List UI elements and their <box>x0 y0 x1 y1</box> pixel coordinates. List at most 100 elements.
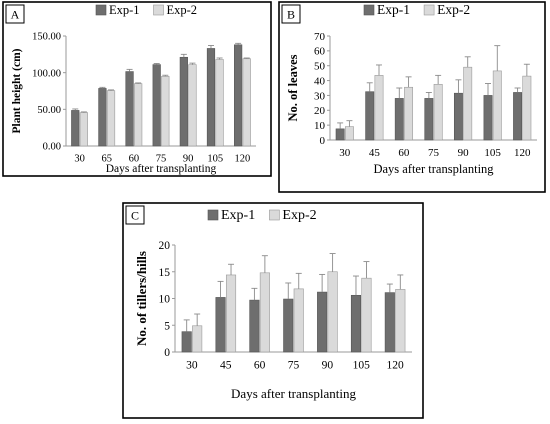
bar-exp1 <box>215 297 226 353</box>
y-axis-title: No. of tillers/hills <box>134 251 149 346</box>
legend-label: Exp-1 <box>221 208 255 223</box>
y-axis-title: No. of leaves <box>286 54 300 121</box>
x-tick-label: 105 <box>207 154 223 165</box>
bar-exp1 <box>365 91 375 141</box>
bar-exp1 <box>249 299 260 353</box>
bar-exp2 <box>361 277 372 353</box>
x-tick-label: 105 <box>484 147 501 159</box>
legend-label: Exp-2 <box>167 3 198 17</box>
x-tick-label: 30 <box>186 360 198 372</box>
panel-label: C <box>131 209 139 223</box>
panel-frame <box>122 202 424 419</box>
bar-exp1 <box>283 298 294 353</box>
bar-exp1 <box>234 44 243 147</box>
bar-exp1 <box>384 292 395 353</box>
x-tick-label: 60 <box>398 147 410 159</box>
bar-exp1 <box>317 291 328 353</box>
y-tick-label: 40 <box>314 75 326 87</box>
panel-label: B <box>287 8 295 22</box>
legend-swatch-exp1 <box>95 4 107 16</box>
panel-frame <box>278 1 546 193</box>
bar-exp1 <box>125 71 134 147</box>
y-tick-label: 50.00 <box>37 105 61 116</box>
y-tick-label: 20 <box>314 105 326 117</box>
legend-swatch-exp2 <box>269 209 280 221</box>
panel-frame <box>2 1 272 177</box>
bar-exp2 <box>259 272 270 353</box>
legend-swatch-exp1 <box>207 209 219 221</box>
bar-exp2 <box>433 83 443 141</box>
bar-exp1 <box>394 98 404 141</box>
bar-exp2 <box>492 70 502 141</box>
legend-label: Exp-1 <box>109 3 140 17</box>
bar-exp2 <box>161 76 170 147</box>
y-tick-label: 10 <box>159 294 171 306</box>
x-tick-label: 105 <box>353 360 371 372</box>
y-tick-label: 60 <box>314 46 326 58</box>
bar-exp2 <box>188 64 197 147</box>
bar-exp2 <box>395 289 406 353</box>
x-tick-label: 45 <box>369 147 381 159</box>
bar-exp2 <box>192 325 203 353</box>
bar-exp1 <box>350 294 362 353</box>
x-tick-label: 90 <box>183 154 194 165</box>
bar-exp2 <box>344 126 354 141</box>
bar-exp2 <box>404 86 414 141</box>
bar-exp2 <box>293 288 304 353</box>
y-tick-label: 0.00 <box>43 142 61 153</box>
panel-b: B 0 10 20 30 40 50 60 70 30 45 60 75 90 105 120 Days aft… <box>278 1 546 193</box>
x-tick-label: 120 <box>514 147 531 159</box>
y-tick-label: 30 <box>314 90 326 102</box>
bar-exp2 <box>106 90 116 147</box>
x-axis-title: Days after transplanting <box>231 386 356 401</box>
x-tick-label: 30 <box>339 147 351 159</box>
y-tick-label: 0 <box>164 347 170 359</box>
bar-exp1 <box>152 64 161 147</box>
x-axis-title: Days after transplanting <box>373 162 494 176</box>
y-tick-label: 10 <box>314 120 326 132</box>
x-tick-label: 120 <box>235 154 251 165</box>
bar-exp2 <box>327 271 338 353</box>
bar-exp1 <box>483 95 493 141</box>
x-tick-label: 65 <box>101 154 112 165</box>
bar-exp2 <box>522 75 532 141</box>
x-tick-label: 90 <box>322 360 334 372</box>
bar-exp2 <box>242 58 251 147</box>
panel-label-box <box>5 4 25 24</box>
bar-exp2 <box>374 75 384 141</box>
legend-swatch-exp2 <box>153 4 164 16</box>
bar-exp1 <box>71 110 80 147</box>
bar-exp1 <box>453 92 463 141</box>
bar-exp1 <box>424 98 434 141</box>
y-tick-label: 50 <box>314 61 326 73</box>
bar-exp1 <box>335 128 345 141</box>
x-axis-title: Days after transplanting <box>106 163 217 175</box>
x-tick-label: 60 <box>254 360 266 372</box>
x-tick-label: 90 <box>458 147 470 159</box>
y-axis-title: Plant height (cm) <box>11 48 23 133</box>
x-tick-label: 45 <box>220 360 232 372</box>
x-tick-label: 75 <box>288 360 300 372</box>
bar-exp2 <box>215 59 224 147</box>
legend-swatch-exp1 <box>363 4 375 16</box>
panel-label: A <box>11 8 20 22</box>
y-tick-label: 150.00 <box>32 32 61 43</box>
bar-exp1 <box>181 331 192 353</box>
bar-exp1 <box>98 88 107 147</box>
bar-exp2 <box>134 83 143 147</box>
y-tick-label: 20 <box>159 240 171 252</box>
x-tick-label: 75 <box>428 147 440 159</box>
legend-label: Exp-2 <box>437 2 470 17</box>
panel-label-box <box>281 4 301 24</box>
panel-c: C 0 5 10 15 20 30 45 60 75 90 105 120 Days after tran… <box>122 202 424 419</box>
bar-exp2 <box>463 66 473 141</box>
panel-label-box <box>125 205 145 225</box>
panel-a: A 0.00 50.00 100.00 150.00 30 65 60 75 90 105 120 Da… <box>2 1 272 177</box>
y-tick-label: 100.00 <box>32 68 61 79</box>
legend-label: Exp-1 <box>377 2 410 17</box>
legend-label: Exp-2 <box>282 208 316 223</box>
y-tick-label: 15 <box>159 267 171 279</box>
bar-exp2 <box>79 112 88 147</box>
bar-exp1 <box>206 48 216 147</box>
